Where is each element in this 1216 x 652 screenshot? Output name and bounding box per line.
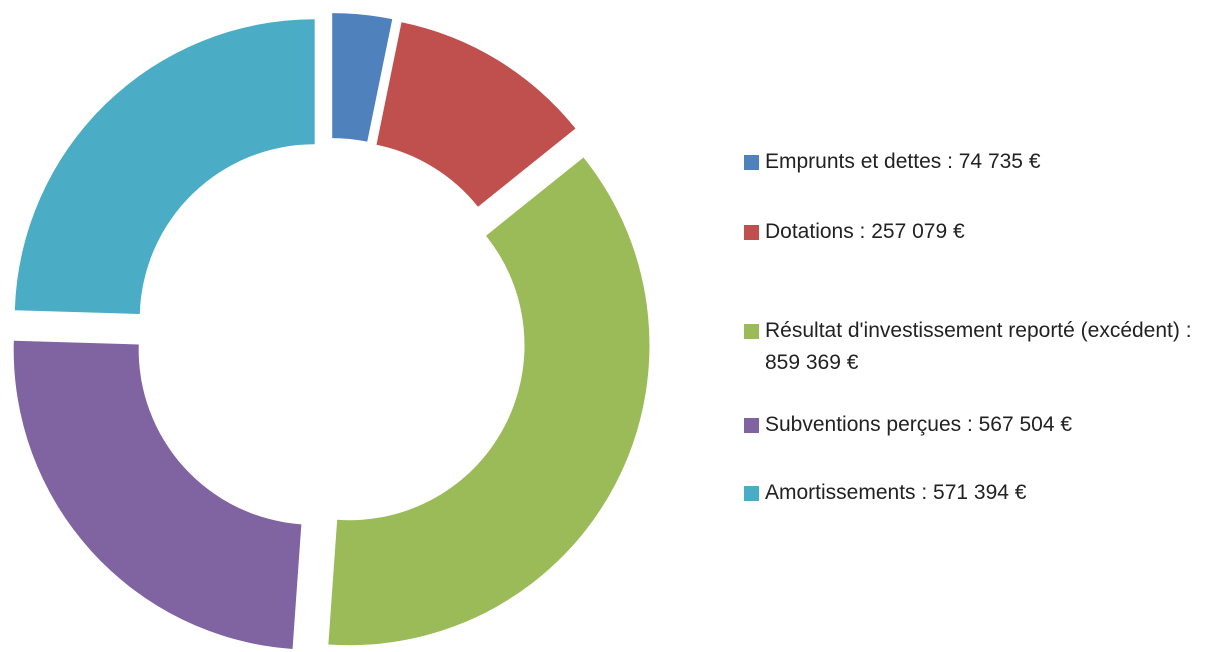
donut-segment: [13, 340, 302, 650]
legend-swatch: [744, 486, 759, 501]
legend-item: Dotations : 257 079 €: [744, 216, 1195, 248]
legend-label: Résultat d'investissement reporté (excéd…: [765, 319, 1192, 374]
donut-segment: [376, 22, 576, 207]
legend-item: Amortissements : 571 394 €: [744, 477, 1195, 509]
legend-label: Amortissements : 571 394 €: [765, 481, 1027, 504]
legend-swatch: [744, 155, 759, 170]
donut-segment: [328, 157, 650, 646]
legend-swatch: [744, 324, 759, 339]
legend-item: Subventions perçues : 567 504 €: [744, 409, 1195, 441]
legend-item: Emprunts et dettes : 74 735 €: [744, 146, 1195, 178]
donut-plot: [13, 13, 650, 650]
donut-segment: [14, 19, 315, 314]
legend-swatch: [744, 225, 759, 240]
legend-label: Dotations : 257 079 €: [765, 220, 965, 243]
legend-item: Résultat d'investissement reporté (excéd…: [744, 315, 1195, 379]
legend-swatch: [744, 418, 759, 433]
legend-label: Emprunts et dettes : 74 735 €: [765, 150, 1041, 173]
donut-segment: [332, 13, 393, 142]
legend-label: Subventions perçues : 567 504 €: [765, 413, 1073, 436]
